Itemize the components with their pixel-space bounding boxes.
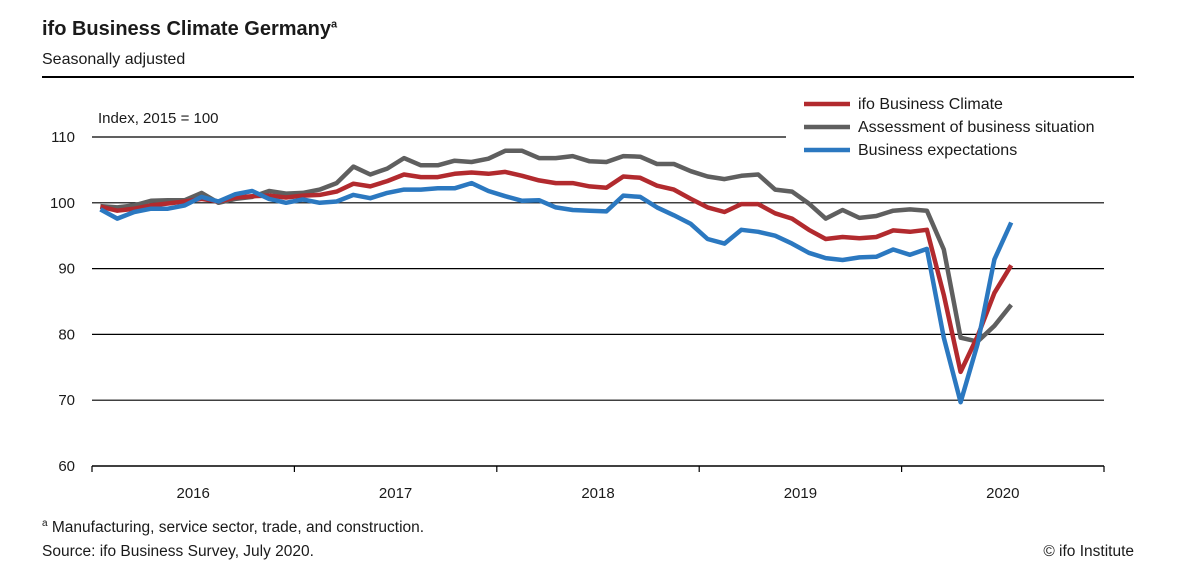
series-line-assessment-of-business-situation <box>100 148 1013 344</box>
title-footnote-mark: a <box>330 18 338 31</box>
copyright: © ifo Institute <box>1043 543 1134 560</box>
x-tick-label: 2019 <box>784 485 817 502</box>
source-note: Source: ifo Business Survey, July 2020. <box>42 543 314 560</box>
y-tick-label: 90 <box>58 261 75 278</box>
series-line-business-expectations <box>99 180 1014 405</box>
footnote: a Manufacturing, service sector, trade, … <box>42 518 424 537</box>
legend-label: Assessment of business situation <box>858 119 1095 136</box>
chart-title: ifo Business Climate Germanya <box>42 18 338 40</box>
header-rule <box>42 76 1134 78</box>
footnote-mark: a <box>42 518 48 529</box>
y-tick-label: 110 <box>51 129 75 146</box>
y-tick-label: 70 <box>58 392 75 409</box>
x-tick-label: 2018 <box>581 485 614 502</box>
legend-label: ifo Business Climate <box>858 96 1003 113</box>
y-axis-label: Index, 2015 = 100 <box>98 110 219 127</box>
series-line-ifo-business-climate <box>99 169 1014 375</box>
y-tick-label: 80 <box>58 326 75 343</box>
x-tick-label: 2016 <box>177 485 210 502</box>
x-tick-label: 2017 <box>379 485 412 502</box>
x-tick-label: 2020 <box>986 485 1019 502</box>
chart-subtitle: Seasonally adjusted <box>42 51 186 68</box>
y-tick-label: 100 <box>50 195 75 212</box>
y-tick-label: 60 <box>58 458 75 475</box>
footnote-text: Manufacturing, service sector, trade, an… <box>51 519 425 537</box>
legend-label: Business expectations <box>858 142 1017 159</box>
